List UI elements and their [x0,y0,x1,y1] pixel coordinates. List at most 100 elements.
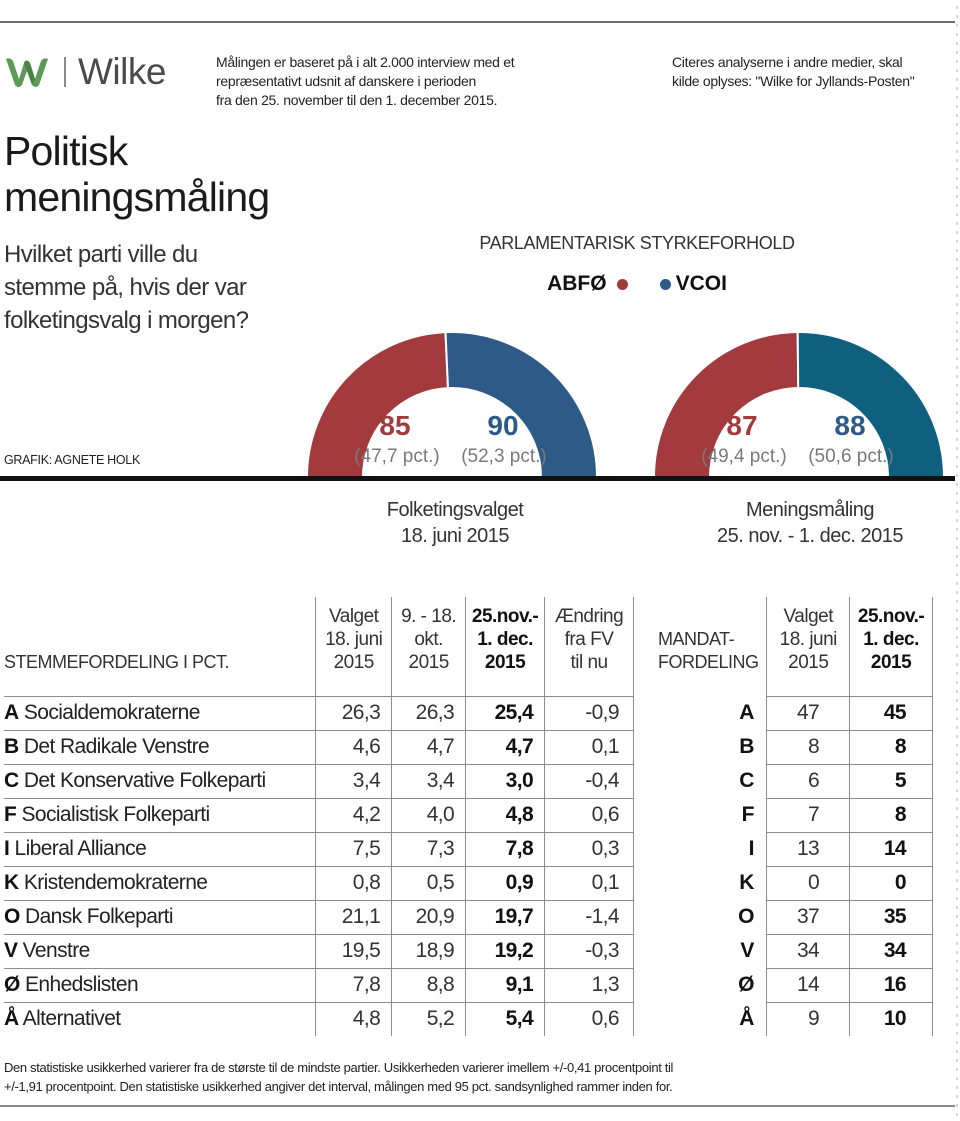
value-cell: 21,1 [315,899,392,934]
value-cell: 0,6 [544,1001,634,1036]
legend-dot-red [616,278,628,290]
percent-label: (49,4 pct.) [701,446,787,467]
question-text: Hvilket parti ville du stemme på, hvis d… [4,238,249,337]
seat-cell: 47 [766,695,850,730]
party-name: K Kristendemokraterne [4,865,316,900]
value-cell: 19,7 [465,899,545,934]
value-cell: 4,0 [391,797,466,832]
seat-count-abfo: 85 [379,410,410,441]
caption-poll: Meningsmåling 25. nov. - 1. dec. 2015 [670,497,950,549]
column-header-line: 2015 [870,651,912,673]
value-cell: -0,4 [544,763,634,798]
footnote: Den statistiske usikkerhed varierer fra … [4,1058,904,1096]
vote-share-table: STEMMEFORDELING I PCT. Valget 18. juni 201… [4,597,634,1036]
value-cell: 0,6 [544,797,634,832]
party-code: F [4,803,17,826]
column-header-line: 18. juni [779,628,838,650]
table-row: F Socialistisk Folkeparti 4,2 4,0 4,8 0,6 [4,797,634,832]
party-label: Socialdemokraterne [23,701,201,724]
table-row: O Dansk Folkeparti 21,1 20,9 19,7 -1,4 [4,899,634,934]
caption-line: Folketingsvalget [386,499,524,521]
table-row: B Det Radikale Venstre 4,6 4,7 4,7 0,1 [4,729,634,764]
value-cell: 26,3 [315,695,392,730]
footnote-line: +/-1,91 procentpoint. Den statistiske us… [4,1079,673,1094]
value-cell: 4,8 [315,1001,392,1036]
column-header-line: Ændring [554,605,624,627]
caption-line: 25. nov. - 1. dec. 2015 [716,525,904,547]
gauge-segment-vcoi [444,331,599,478]
party-name: Å Alternativet [4,1001,316,1036]
party-label: Det Radikale Venstre [23,735,210,758]
table-row: Ø 14 16 [650,967,933,1002]
gauge-segment-abfo [652,330,800,478]
table-row: I 13 14 [650,831,933,866]
party-code: O [738,905,755,928]
value-cell: 3,4 [315,763,392,798]
value-cell: 7,3 [391,831,466,866]
seat-cell: 0 [849,865,933,900]
value-cell: 0,5 [391,865,466,900]
party-label: Kristendemokraterne [23,871,208,894]
party-code: F [741,803,755,826]
value-cell: 5,4 [465,1001,545,1036]
percent-label: (52,3 pct.) [461,446,547,467]
seat-count-abfo: 87 [726,410,757,441]
title-line: meningsmåling [4,174,270,220]
seat-cell: 13 [766,831,850,866]
gauge-segment-vcoi [796,331,946,478]
chart-title: PARLAMENTARISK STYRKEFORHOLD [479,233,795,253]
seat-table: MANDAT- FORDELING Valget 18. juni 2015 25.… [650,597,933,1036]
table-row: V 34 34 [650,933,933,968]
table-row: Ø Enhedslisten 7,8 8,8 9,1 1,3 [4,967,634,1002]
seat-count-vcoi: 90 [487,410,518,441]
column-header-line: okt. [414,628,443,650]
column-header-line: fra FV [564,628,614,650]
logo-text: Wilke [78,51,166,92]
footnote-line: Den statistiske usikkerhed varierer fra … [4,1060,674,1075]
party-code: V [740,939,755,962]
seat-cell: 14 [849,831,933,866]
legend-dot-blue [659,278,671,290]
value-cell: 0,3 [544,831,634,866]
intro-line: fra den 25. november til den 1. december… [216,92,498,108]
value-cell: 19,5 [315,933,392,968]
intro-text: Målingen er baseret på i alt 2.000 inter… [216,53,576,110]
citation-text: Citeres analyserne i andre medier, skal … [672,53,952,91]
table-row: K Kristendemokraterne 0,8 0,5 0,9 0,1 [4,865,634,900]
party-code: Å [4,1007,19,1030]
seat-cell: 34 [766,933,850,968]
party-code: A [4,701,19,724]
value-cell: 7,8 [315,967,392,1002]
seat-cell: 9 [766,1001,850,1036]
seat-cell: 8 [766,729,850,764]
question-line: folketingsvalg i morgen? [4,307,249,334]
value-cell: 5,2 [391,1001,466,1036]
value-cell: 9,1 [465,967,545,1002]
party-code: C [739,769,755,792]
value-cell: -0,3 [544,933,634,968]
graphic-credit: GRAFIK: AGNETE HOLK [4,453,140,467]
seat-title-line: FORDELING [658,652,759,672]
value-cell: 4,7 [391,729,466,764]
seat-title-line: MANDAT- [658,629,735,649]
citation-line: Citeres analyserne i andre medier, skal [672,54,903,70]
column-header-line: til nu [570,651,608,673]
seat-cell: 10 [849,1001,933,1036]
value-cell: 19,2 [465,933,545,968]
citation-line: kilde oplyses: "Wilke for Jyllands-Poste… [672,73,915,89]
seat-cell: 16 [849,967,933,1002]
party-code: Å [739,1006,755,1030]
column-header-line: 25.nov.- [471,605,539,627]
column-header-line: 1. dec. [863,628,919,650]
title-line: Politisk [4,128,128,174]
seat-cell: 8 [849,729,933,764]
party-name: C Det Konservative Folkeparti [4,763,316,798]
party-label: Alternativet [22,1007,121,1030]
top-rule [0,21,955,23]
wilke-w-icon [6,58,48,87]
party-label: Enhedslisten [25,973,139,996]
column-header: 25.nov.- 1. dec. 2015 [465,597,545,696]
value-cell: 4,2 [315,797,392,832]
